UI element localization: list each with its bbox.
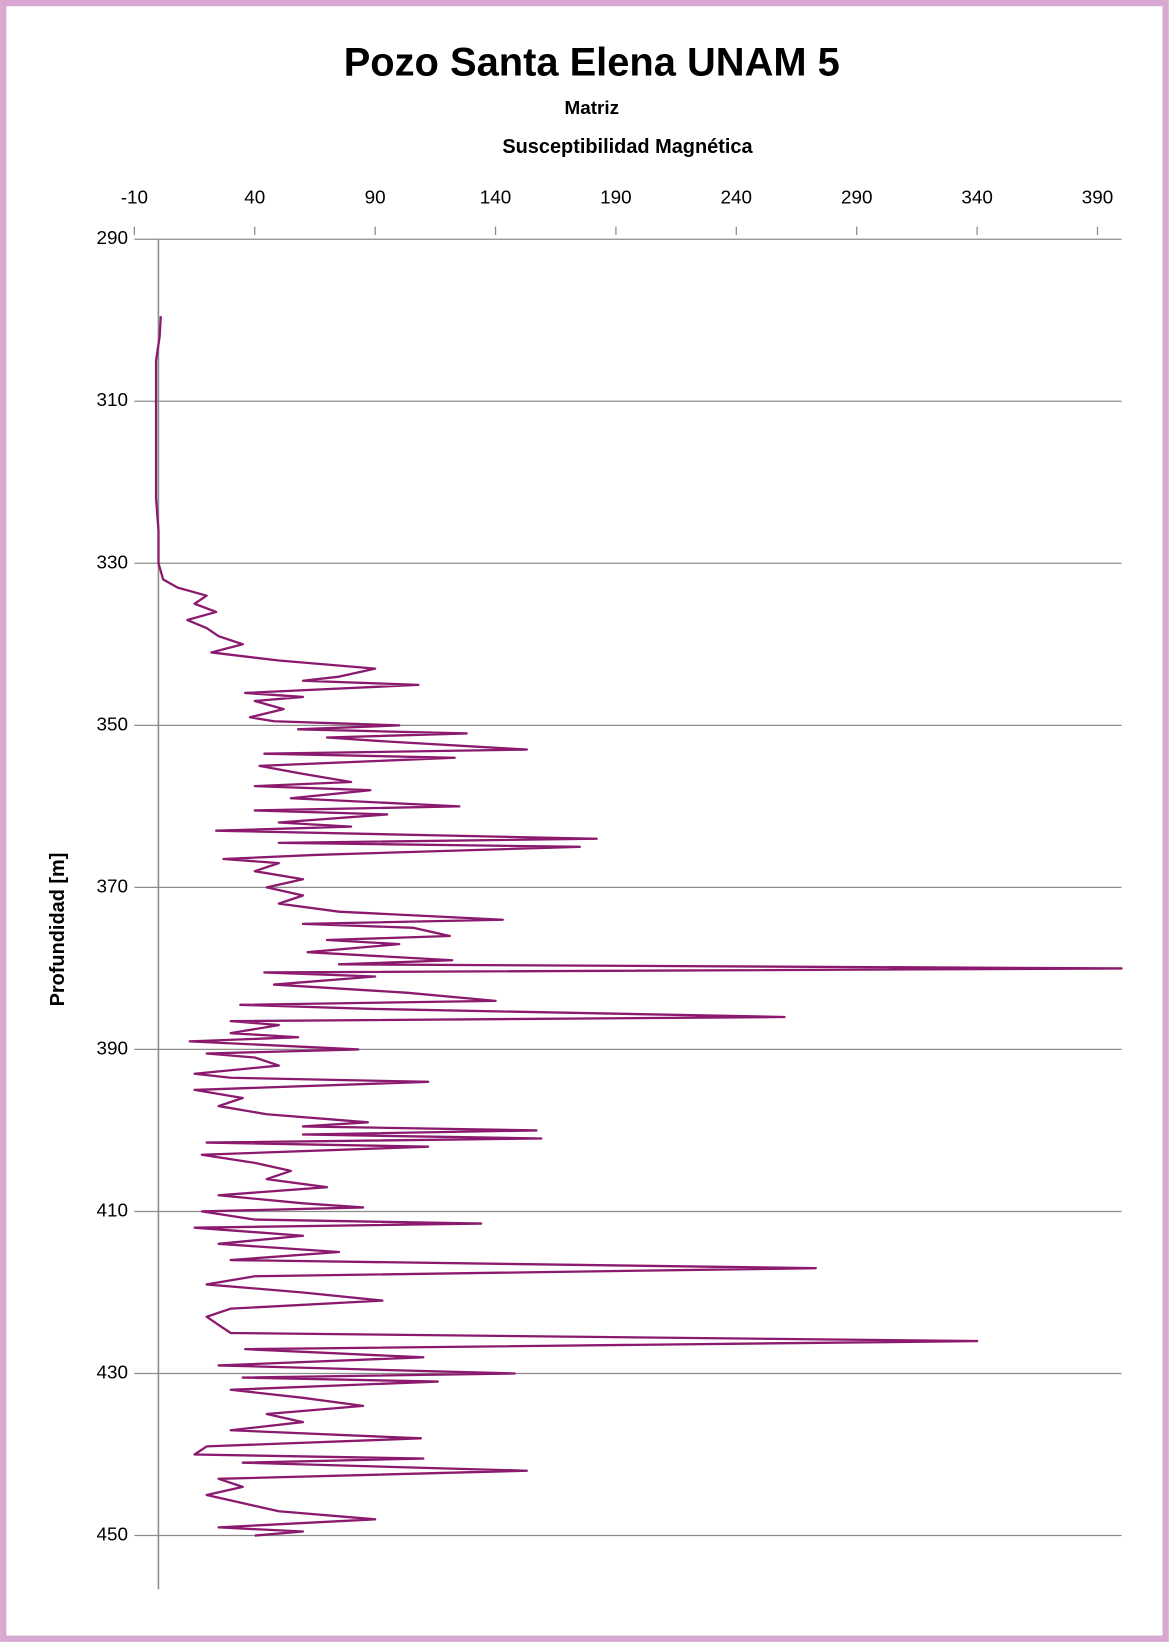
chart-subtitle: Matriz [564, 98, 619, 119]
y-tick-label: 390 [97, 1038, 129, 1059]
y-tick-label: 410 [97, 1200, 129, 1221]
chart-title: Pozo Santa Elena UNAM 5 [344, 41, 840, 85]
x-tick-label: 240 [721, 187, 752, 208]
x-tick-label: -10 [121, 187, 148, 208]
y-tick-label: 310 [97, 390, 129, 411]
x-tick-label: 190 [600, 187, 632, 208]
y-axis-label: Profundidad [m] [47, 853, 69, 1007]
x-tick-label: 40 [244, 187, 265, 208]
y-tick-label: 290 [97, 228, 129, 249]
y-tick-label: 450 [97, 1525, 129, 1546]
x-tick-label: 390 [1082, 187, 1113, 208]
y-tick-label: 370 [97, 876, 129, 897]
y-tick-label: 430 [97, 1362, 129, 1383]
y-tick-label: 330 [97, 552, 129, 573]
x-tick-label: 90 [365, 187, 386, 208]
y-tick-label: 350 [97, 714, 129, 735]
data-line [154, 316, 1123, 1537]
x-tick-label: 140 [480, 187, 512, 208]
x-tick-label: 340 [961, 187, 993, 208]
x-tick-label: 290 [841, 187, 873, 208]
x-axis-label: Susceptibilidad Magnética [502, 136, 753, 158]
